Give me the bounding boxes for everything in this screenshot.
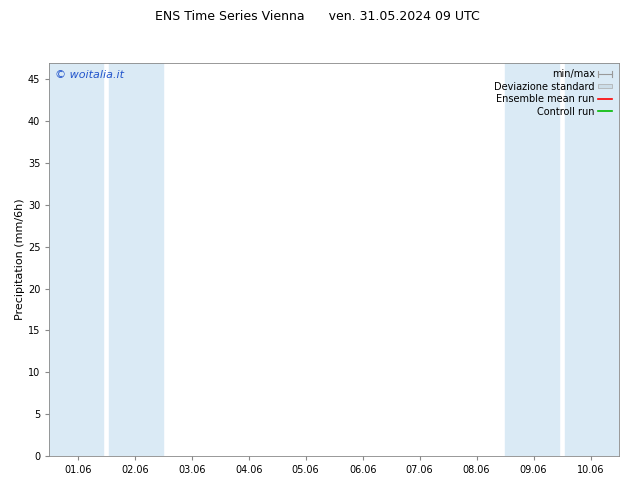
Text: ENS Time Series Vienna      ven. 31.05.2024 09 UTC: ENS Time Series Vienna ven. 31.05.2024 0… — [155, 10, 479, 23]
Y-axis label: Precipitation (mm/6h): Precipitation (mm/6h) — [15, 198, 25, 320]
Bar — [109, 63, 163, 456]
Legend: min/max, Deviazione standard, Ensemble mean run, Controll run: min/max, Deviazione standard, Ensemble m… — [492, 68, 614, 119]
Text: © woitalia.it: © woitalia.it — [55, 71, 124, 80]
Bar — [565, 63, 619, 456]
Bar — [49, 63, 103, 456]
Bar — [505, 63, 559, 456]
